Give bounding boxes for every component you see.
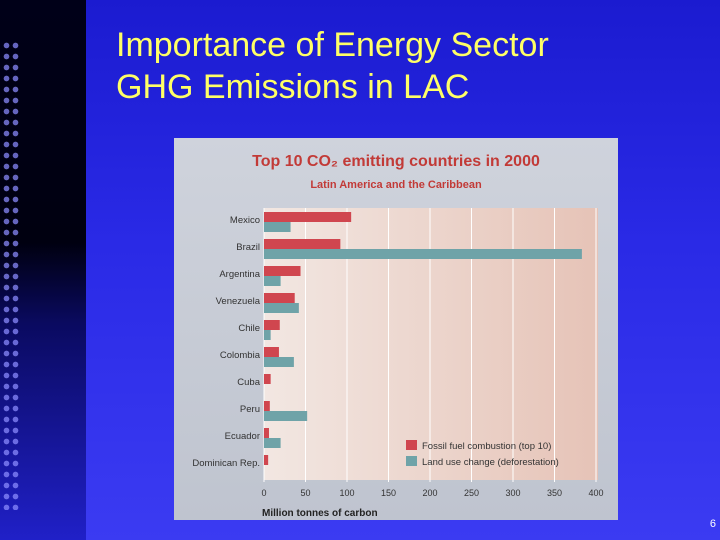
x-tick-label: 50 xyxy=(300,488,310,498)
bar-fossil xyxy=(264,239,341,249)
bar-fossil xyxy=(264,428,269,438)
bar-land-use xyxy=(264,222,291,232)
x-tick-label: 400 xyxy=(588,488,603,498)
category-label: Mexico xyxy=(230,215,260,226)
legend-label: Land use change (deforestation) xyxy=(422,457,559,468)
legend-swatch xyxy=(406,456,417,466)
legend-swatch xyxy=(406,440,417,450)
chart-subtitle: Latin America and the Caribbean xyxy=(310,179,482,191)
x-axis-title: Million tonnes of carbon xyxy=(262,508,378,519)
category-label: Brazil xyxy=(236,242,260,253)
bar-fossil xyxy=(264,401,270,411)
bar-land-use xyxy=(264,249,582,259)
bar-fossil xyxy=(264,320,280,330)
bar-land-use xyxy=(264,330,271,340)
bar-land-use xyxy=(264,357,294,367)
x-tick-label: 150 xyxy=(381,488,396,498)
x-tick-label: 200 xyxy=(422,488,437,498)
category-label: Argentina xyxy=(219,269,260,280)
bar-land-use xyxy=(264,303,299,313)
category-label: Ecuador xyxy=(225,431,260,442)
slide-title: Importance of Energy Sector GHG Emission… xyxy=(116,24,696,108)
decorative-dot-column xyxy=(2,40,20,510)
x-tick-label: 300 xyxy=(505,488,520,498)
bar-land-use xyxy=(264,276,281,286)
slide-left-strip xyxy=(0,0,86,540)
category-label: Cuba xyxy=(237,377,260,388)
bar-fossil xyxy=(264,266,301,276)
page-number: 6 xyxy=(709,518,716,530)
bar-fossil xyxy=(264,293,295,303)
x-tick-label: 350 xyxy=(547,488,562,498)
bar-fossil xyxy=(264,212,352,222)
legend-label: Fossil fuel combustion (top 10) xyxy=(422,441,551,452)
chart-title: Top 10 CO₂ emitting countries in 2000 xyxy=(252,153,540,170)
slide-title-line-1: Importance of Energy Sector xyxy=(116,26,549,64)
category-label: Venezuela xyxy=(216,296,261,307)
x-tick-label: 0 xyxy=(261,488,266,498)
category-label: Peru xyxy=(240,404,260,415)
chart-figure: Top 10 CO₂ emitting countries in 2000 La… xyxy=(174,138,618,520)
category-label: Dominican Rep. xyxy=(192,458,260,469)
category-label: Colombia xyxy=(220,350,261,361)
x-tick-label: 100 xyxy=(339,488,354,498)
bar-fossil xyxy=(264,455,269,465)
slide-title-line-2: GHG Emissions in LAC xyxy=(116,68,470,106)
bar-fossil xyxy=(264,347,279,357)
bar-land-use xyxy=(264,438,281,448)
bar-land-use xyxy=(264,411,308,421)
bar-fossil xyxy=(264,374,271,384)
category-label: Chile xyxy=(238,323,260,334)
x-tick-label: 250 xyxy=(464,488,479,498)
co2-bar-chart: Top 10 CO₂ emitting countries in 2000 La… xyxy=(192,153,603,519)
